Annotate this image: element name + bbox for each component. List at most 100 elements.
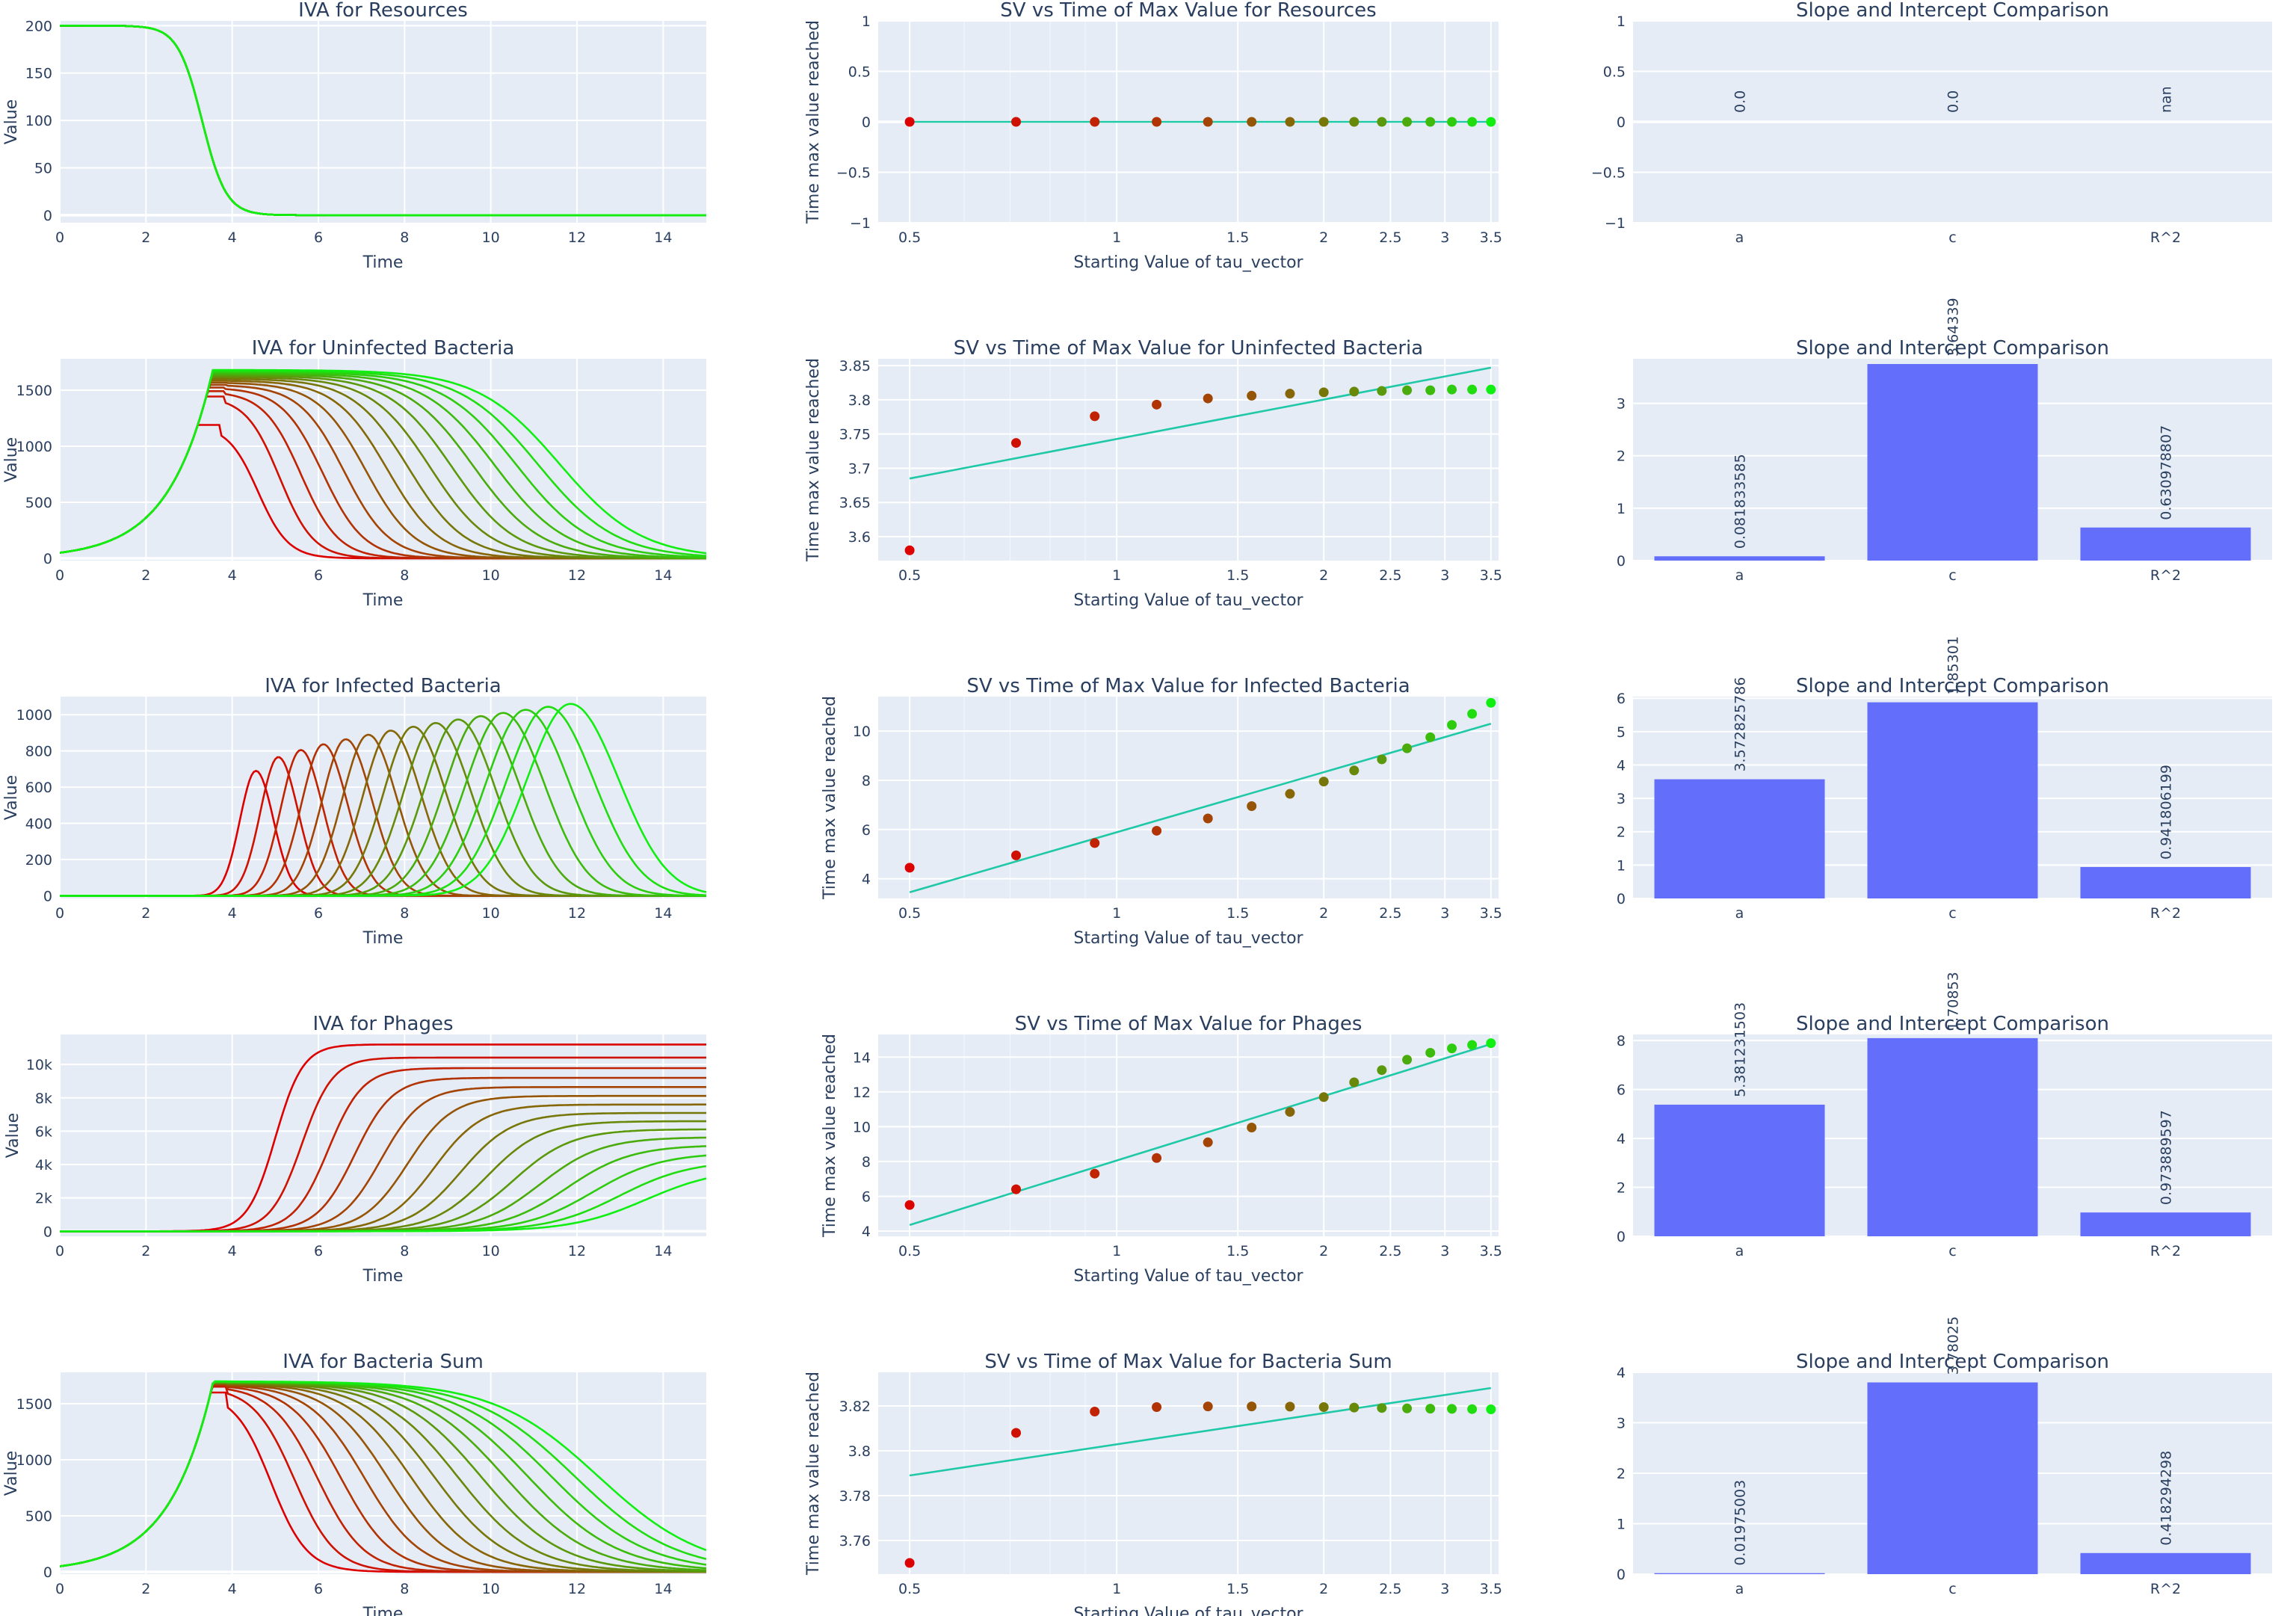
y-tick-label: 3.8 (848, 392, 871, 409)
x-tick-label: 3.5 (1480, 1243, 1502, 1259)
plot-area (878, 359, 1499, 561)
y-tick-label: 10k (26, 1057, 52, 1073)
data-point (1318, 387, 1329, 398)
x-tick-label: 4 (228, 1581, 237, 1597)
x-tick-label: 0.5 (898, 1581, 921, 1597)
x-tick-label: 1 (1112, 905, 1121, 922)
data-point (1467, 117, 1478, 127)
data-point (1402, 1055, 1413, 1065)
x-tick-label: 4 (228, 905, 237, 922)
x-tick-label: c (1948, 1243, 1956, 1259)
bar (1867, 1382, 2038, 1574)
bar-value-label: 0.0 (1732, 90, 1749, 113)
subplot-1-1: SV vs Time of Max Value for Uninfected B… (804, 337, 1502, 610)
x-tick-label: 3 (1440, 1581, 1449, 1597)
bar (1654, 1104, 1825, 1236)
x-tick-label: R^2 (2150, 905, 2181, 922)
x-tick-label: 0 (55, 1581, 64, 1597)
y-axis-title: Time max value reached (804, 20, 823, 224)
plot-area (60, 359, 706, 561)
data-point (1349, 386, 1360, 397)
y-tick-label: 6 (1617, 691, 1626, 707)
chart-title: SV vs Time of Max Value for Uninfected B… (954, 337, 1423, 360)
y-tick-label: 6 (862, 1188, 871, 1205)
y-tick-label: 0 (1617, 891, 1626, 907)
data-point (1247, 1401, 1257, 1412)
y-tick-label: 1 (1617, 857, 1626, 874)
series-line (60, 368, 706, 555)
data-point (1425, 732, 1436, 742)
y-tick-label: 6 (1617, 1082, 1626, 1099)
y-tick-label: 0.5 (848, 64, 871, 81)
y-axis-title: Value (2, 437, 21, 482)
x-tick-label: 2.5 (1379, 229, 1401, 246)
y-tick-label: 600 (25, 780, 52, 796)
chart-title: IVA for Bacteria Sum (283, 1351, 484, 1373)
plot-area (878, 1372, 1499, 1574)
x-tick-label: 6 (314, 1581, 323, 1597)
y-tick-label: −1 (850, 215, 871, 232)
y-tick-label: 0 (1617, 553, 1626, 570)
chart-title: SV vs Time of Max Value for Resources (1000, 0, 1376, 22)
x-tick-label: 10 (482, 905, 500, 922)
subplot-3-0: IVA for Phages 0 2k 4k 6k 8k 10k 0 2 4 6 8 10 12 14 Tim… (4, 1013, 706, 1286)
bar-value-label: 0.630978807 (2158, 425, 2175, 520)
x-tick-label: 0.5 (898, 1243, 921, 1259)
data-point (1011, 117, 1022, 127)
bar-value-label: nan (2158, 86, 2175, 113)
x-tick-label: 1.5 (1226, 1581, 1249, 1597)
y-tick-label: 0 (1617, 114, 1626, 131)
x-tick-label: R^2 (2150, 1581, 2181, 1597)
x-axis-title: Time (362, 1605, 404, 1616)
y-tick-label: 3.78 (839, 1488, 871, 1505)
plot-area (60, 21, 706, 223)
x-tick-label: 2.5 (1379, 905, 1401, 922)
series-lines (60, 25, 706, 217)
y-tick-label: 500 (25, 1508, 52, 1525)
data-point (1152, 1402, 1162, 1412)
data-point (1318, 117, 1329, 127)
chart-title: IVA for Resources (298, 0, 468, 22)
chart-title: IVA for Infected Bacteria (265, 675, 502, 697)
data-point (1011, 1184, 1022, 1194)
data-point (1318, 1402, 1329, 1412)
x-tick-label: 1.5 (1226, 229, 1249, 246)
data-point (1447, 1404, 1457, 1414)
y-tick-label: 3.7 (848, 460, 871, 477)
x-tick-label: 4 (228, 1243, 237, 1259)
data-point (1247, 801, 1257, 812)
x-tick-label: 2 (141, 567, 150, 584)
x-tick-label: 3 (1440, 905, 1449, 922)
y-tick-label: 1 (1617, 13, 1626, 30)
data-point (1425, 1404, 1436, 1414)
data-point (1152, 825, 1162, 836)
plot-area (878, 697, 1499, 898)
y-tick-label: 0 (862, 114, 871, 131)
y-tick-label: 400 (25, 816, 52, 833)
data-point (904, 1200, 915, 1210)
y-tick-label: 1500 (16, 1396, 52, 1413)
data-point (1377, 1403, 1387, 1413)
data-point (1467, 1404, 1478, 1414)
y-axis-title: Time max value reached (804, 358, 823, 562)
data-point (1152, 1153, 1162, 1163)
data-point (904, 863, 915, 873)
x-axis-title: Time (362, 591, 404, 610)
y-tick-label: 4 (1617, 757, 1626, 774)
bar (1867, 364, 2038, 561)
fit-line (909, 722, 1492, 894)
data-point (1011, 1428, 1022, 1438)
series-line (60, 1177, 706, 1233)
x-tick-label: R^2 (2150, 1243, 2181, 1259)
x-tick-label: 14 (654, 567, 672, 584)
subplot-1-0: IVA for Uninfected Bacteria 0 500 1000 1500 0… (2, 337, 706, 610)
x-tick-label: 3 (1440, 1243, 1449, 1259)
series-line (60, 25, 706, 217)
bar-value-label: 3.78025 (1945, 1316, 1962, 1375)
chart-title: SV vs Time of Max Value for Phages (1015, 1013, 1363, 1035)
x-tick-label: 2 (141, 229, 150, 246)
x-tick-label: 0 (55, 229, 64, 246)
y-tick-label: 3.6 (848, 529, 871, 546)
x-tick-label: 2.5 (1379, 1581, 1401, 1597)
y-tick-label: 0 (43, 208, 52, 224)
